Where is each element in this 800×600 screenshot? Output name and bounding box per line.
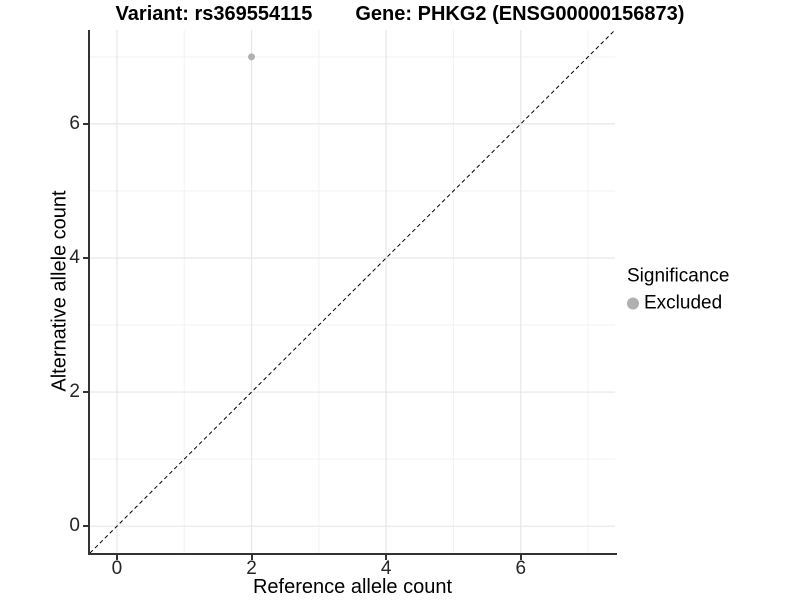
y-tick-label: 0: [69, 515, 80, 537]
legend-title: Significance: [627, 265, 730, 287]
y-axis-title: Alternative allele count: [48, 190, 71, 392]
x-axis-line: [88, 553, 617, 555]
x-tick-mark: [115, 555, 118, 560]
y-tick-label: 4: [69, 246, 80, 268]
identity-line: [90, 30, 615, 553]
x-tick-label: 4: [380, 558, 392, 579]
x-tick-mark: [250, 555, 253, 560]
legend-entry-excluded: Excluded: [627, 293, 729, 315]
x-tick-mark: [519, 555, 522, 560]
x-tick-label: 0: [111, 558, 123, 579]
y-axis-line: [88, 30, 90, 555]
x-tick-mark: [385, 555, 388, 560]
x-axis-title: Reference allele count: [252, 576, 452, 598]
legend-entry-label: Excluded: [644, 292, 723, 314]
y-tick-label: 2: [69, 381, 80, 403]
y-tick-mark: [83, 525, 88, 528]
legend-point-icon: [627, 297, 639, 310]
x-tick-label: 2: [246, 558, 257, 579]
y-tick-mark: [83, 256, 88, 259]
y-tick-mark: [83, 391, 88, 394]
data-point: [248, 53, 256, 61]
legend: Significance Excluded: [627, 266, 729, 315]
plot-panel: [90, 30, 615, 553]
y-tick-label: 6: [69, 112, 80, 134]
plot-title-variant: Variant: rs369554115: [115, 3, 313, 25]
plot-title-gene: Gene: PHKG2 (ENSG00000156873): [355, 3, 685, 25]
plot-title-row: Variant: rs369554115 Gene: PHKG2 (ENSG00…: [0, 3, 800, 26]
y-tick-mark: [83, 122, 88, 125]
plot-canvas: [90, 30, 615, 553]
x-tick-label: 6: [515, 558, 527, 579]
